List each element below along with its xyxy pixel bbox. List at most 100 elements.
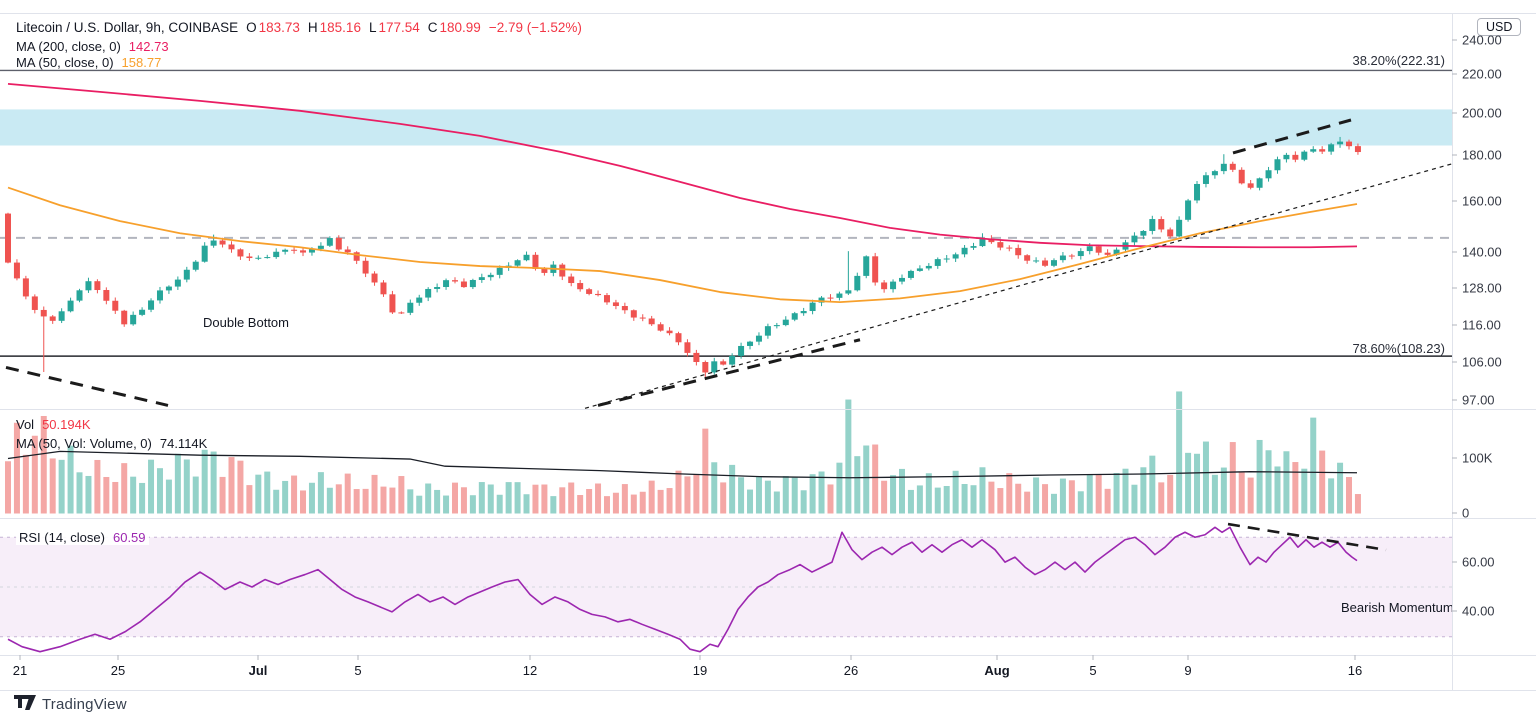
volume-bar — [1015, 483, 1022, 514]
volume-bar — [586, 489, 593, 514]
volume-bar — [800, 490, 807, 514]
time-axis[interactable]: 21 25 Jul 5 12 19 26 Aug 5 9 16 — [0, 655, 1536, 690]
price-axis[interactable]: USD 240.00 220.00 200.00 180.00 160.00 140.00… — [1452, 13, 1536, 690]
volume-bar — [1283, 451, 1290, 514]
supply-zone[interactable] — [0, 109, 1452, 146]
candle-body — [1292, 154, 1299, 160]
candle-body — [282, 249, 289, 252]
volume-ma-line[interactable] — [7, 450, 1358, 479]
volume-bar — [94, 459, 101, 514]
ma50-line[interactable] — [7, 186, 1358, 304]
candle-body — [1346, 141, 1352, 147]
volume-bar — [291, 475, 298, 514]
candle-body — [1068, 255, 1075, 257]
volume-bar — [85, 475, 92, 514]
time-tick-label: 21 — [12, 663, 28, 678]
candle-body — [1229, 163, 1236, 170]
volume-bar — [192, 476, 199, 514]
volume-bar — [907, 489, 914, 514]
candle-body — [443, 280, 450, 288]
candle-body — [398, 312, 405, 314]
ma200-legend[interactable]: MA (200, close, 0) 142.73 — [16, 39, 169, 54]
volume-bar — [863, 445, 870, 514]
volume-bar — [1328, 478, 1335, 514]
volume-bar — [389, 487, 396, 514]
rsi-legend[interactable]: RSI (14, close) 60.59 — [16, 530, 149, 545]
volume-bar — [747, 489, 754, 514]
trendline-long-ascending-dotted[interactable] — [584, 163, 1453, 409]
volume-bar — [890, 475, 897, 514]
candle-body — [246, 256, 253, 259]
candle-body — [755, 335, 762, 342]
currency-unit-button[interactable]: USD — [1477, 18, 1522, 36]
axis-value-label: 160.00 — [1462, 193, 1502, 209]
volume-bar — [273, 489, 280, 514]
candle-body — [1086, 246, 1093, 252]
volume-bar — [443, 495, 450, 514]
volume-bar — [577, 495, 584, 514]
volume-bar — [407, 489, 414, 514]
volume-bar — [1274, 466, 1281, 514]
candle-body — [237, 249, 244, 257]
double-bottom-annotation: Double Bottom — [203, 315, 289, 330]
low-value: 177.54 — [378, 20, 420, 35]
candle-body — [702, 362, 709, 373]
volume-bar — [112, 481, 119, 514]
volume-bar — [621, 484, 628, 514]
volume-bar — [559, 487, 566, 514]
candle-body — [872, 256, 879, 283]
volume-bar — [1220, 467, 1227, 514]
volume-bar — [979, 467, 986, 514]
volume-bar — [1167, 474, 1174, 514]
volume-bar — [460, 487, 467, 514]
candle-body — [925, 265, 932, 269]
volume-bar — [380, 486, 387, 514]
volume-bar — [1059, 478, 1066, 514]
ma50-legend[interactable]: MA (50, close, 0) 158.77 — [16, 55, 161, 70]
volume-ma-legend[interactable]: MA (50, Vol: Volume, 0) 74.114K — [16, 436, 207, 451]
volume-bar — [452, 482, 458, 514]
candle-body — [836, 293, 843, 298]
candle-body — [666, 330, 673, 334]
volume-bar — [755, 476, 762, 514]
volume-bar — [505, 482, 512, 514]
volume-bar — [666, 488, 673, 514]
candle-body — [40, 309, 47, 317]
candle-body — [675, 333, 682, 343]
candle-body — [273, 251, 280, 258]
candle-body — [1140, 230, 1147, 236]
rsi-divergence-trendline[interactable] — [1227, 522, 1387, 552]
volume-bar — [371, 474, 378, 514]
volume-bar — [1229, 442, 1236, 514]
candle-body — [255, 257, 262, 259]
candle-body — [1247, 183, 1254, 188]
candle-body — [1319, 149, 1326, 152]
volume-bar — [684, 476, 691, 514]
candle-body — [1220, 163, 1227, 172]
candle-body — [121, 310, 128, 325]
volume-bar — [1185, 452, 1192, 514]
candle-body — [1354, 146, 1361, 153]
volume-bar — [148, 459, 155, 514]
ma200-line[interactable] — [7, 82, 1358, 249]
candle-body — [657, 324, 664, 331]
volume-bar — [1024, 491, 1031, 514]
fib-382-label: 38.20%(222.31) — [1352, 53, 1445, 68]
volume-bar — [1256, 439, 1263, 514]
trendline-descending-support-left[interactable] — [5, 365, 169, 407]
rsi-label: RSI (14, close) — [19, 530, 105, 545]
volume-bar — [478, 482, 485, 514]
candle-body — [1113, 249, 1120, 255]
volume-legend[interactable]: Vol 50.194K — [16, 417, 91, 432]
fib-786-label: 78.60%(108.23) — [1352, 341, 1445, 356]
symbol-legend[interactable]: Litecoin / U.S. Dollar, 9h, COINBASE O 18… — [16, 20, 582, 35]
rsi-line[interactable] — [7, 526, 1358, 653]
trendline-ascending-support[interactable] — [597, 338, 861, 407]
candle-body — [1006, 247, 1013, 249]
volume-bar — [237, 460, 244, 514]
candle-body — [308, 248, 315, 253]
tradingview-logo[interactable]: TradingView — [14, 695, 127, 713]
volume-bar — [1140, 467, 1147, 514]
candle-body — [612, 302, 619, 307]
